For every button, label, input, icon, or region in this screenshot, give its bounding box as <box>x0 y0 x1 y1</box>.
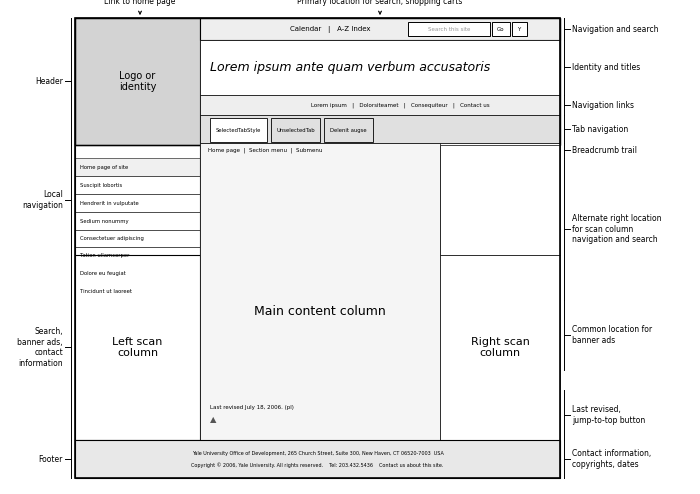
Text: Tab navigation: Tab navigation <box>572 124 629 133</box>
Text: Consectetuer adipiscing: Consectetuer adipiscing <box>80 236 144 241</box>
Bar <box>75 194 200 212</box>
Text: Lorem ipsum   |   Dolorsiteamet   |   Consequiteur   |   Contact us: Lorem ipsum | Dolorsiteamet | Consequite… <box>311 102 489 108</box>
Text: Tation ullamcorper: Tation ullamcorper <box>80 253 130 258</box>
Text: Last revised,
jump-to-top button: Last revised, jump-to-top button <box>572 405 645 425</box>
Text: ▲: ▲ <box>210 415 216 424</box>
Bar <box>440 145 560 255</box>
Bar <box>75 18 560 145</box>
Bar <box>75 230 200 247</box>
Text: SelectedTabStyle: SelectedTabStyle <box>216 127 261 132</box>
Text: Home page  |  Section menu  |  Submenu: Home page | Section menu | Submenu <box>208 148 323 153</box>
Text: Link to home page: Link to home page <box>104 0 176 14</box>
Text: Suscipit lobortis: Suscipit lobortis <box>80 182 122 188</box>
Bar <box>75 440 560 478</box>
Bar <box>200 95 560 115</box>
Text: Search this site: Search this site <box>428 27 470 32</box>
Bar <box>75 18 200 145</box>
Bar <box>440 255 560 440</box>
Bar <box>75 265 200 283</box>
Bar <box>408 22 490 36</box>
Bar <box>75 212 200 230</box>
Text: Right scan
column: Right scan column <box>470 337 529 358</box>
Text: Common location for
banner ads: Common location for banner ads <box>572 326 652 345</box>
Bar <box>200 143 560 158</box>
Text: Local
navigation: Local navigation <box>22 190 63 209</box>
Text: Search,
banner ads,
contact
information: Search, banner ads, contact information <box>18 328 63 368</box>
Text: Logo or
identity: Logo or identity <box>119 71 156 92</box>
Bar <box>200 115 560 143</box>
Text: Calendar   |   A-Z Index: Calendar | A-Z Index <box>290 26 370 33</box>
Text: Primary location for search, shopping carts: Primary location for search, shopping ca… <box>298 0 463 14</box>
Bar <box>75 247 200 265</box>
Bar <box>492 22 510 36</box>
Text: UnselectedTab: UnselectedTab <box>276 127 315 132</box>
Bar <box>75 176 200 194</box>
Bar <box>200 40 560 95</box>
Text: Delenit augse: Delenit augse <box>330 127 367 132</box>
Text: Footer: Footer <box>38 454 63 463</box>
Text: Breadcrumb trail: Breadcrumb trail <box>572 146 637 155</box>
Text: Sedium nonummy: Sedium nonummy <box>80 218 129 223</box>
Bar <box>75 158 200 176</box>
Bar <box>75 145 200 300</box>
Text: Identity and titles: Identity and titles <box>572 63 640 72</box>
Text: Left scan
column: Left scan column <box>112 337 162 358</box>
Text: Main content column: Main content column <box>254 305 386 318</box>
Text: Navigation and search: Navigation and search <box>572 25 659 34</box>
Bar <box>75 255 200 440</box>
Bar <box>75 18 560 478</box>
Bar <box>200 143 440 440</box>
Text: Last revised July 18, 2006. (pl): Last revised July 18, 2006. (pl) <box>210 406 294 411</box>
Bar <box>200 18 560 40</box>
Bar <box>210 118 267 142</box>
Bar <box>271 118 320 142</box>
Text: Lorem ipsum ante quam verbum accusatoris: Lorem ipsum ante quam verbum accusatoris <box>210 61 490 74</box>
Text: Tincidunt ut laoreet: Tincidunt ut laoreet <box>80 289 132 294</box>
Text: Header: Header <box>35 77 63 86</box>
Bar <box>324 118 373 142</box>
Bar <box>200 145 440 255</box>
Bar <box>512 22 527 36</box>
Text: Hendrerit in vulputate: Hendrerit in vulputate <box>80 201 139 206</box>
Text: Yale University Office of Development, 265 Church Street, Suite 300, New Haven, : Yale University Office of Development, 2… <box>192 451 443 456</box>
Bar <box>75 283 200 300</box>
Text: Home page of site: Home page of site <box>80 165 128 169</box>
Text: Dolore eu feugiat: Dolore eu feugiat <box>80 272 126 277</box>
Text: Navigation links: Navigation links <box>572 100 634 110</box>
Text: Y: Y <box>517 27 521 32</box>
Text: Contact information,
copyrights, dates: Contact information, copyrights, dates <box>572 450 651 469</box>
Text: Copyright © 2006, Yale University. All rights reserved.    Tel: 203.432.5436    : Copyright © 2006, Yale University. All r… <box>191 462 444 467</box>
Text: Alternate right location
for scan column
navigation and search: Alternate right location for scan column… <box>572 214 662 244</box>
Text: Go: Go <box>497 27 505 32</box>
